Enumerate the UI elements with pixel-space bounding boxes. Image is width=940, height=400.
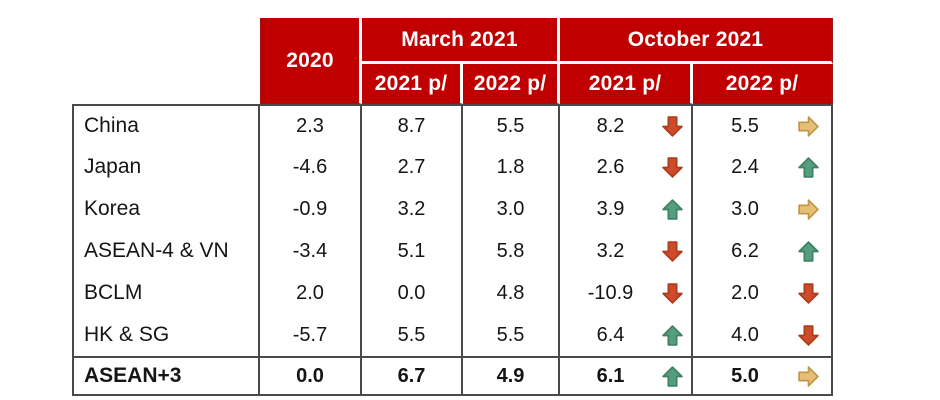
table-row-hk-sg: HK & SG -5.7 5.5 5.5 6.4 4.0 (72, 314, 833, 356)
header-october-2021: October 2021 (560, 18, 833, 64)
table-row-japan: Japan -4.6 2.7 1.8 2.6 2.4 (72, 146, 833, 188)
cell-value: 6.4 (596, 323, 625, 346)
revision-arrow-icon (661, 282, 691, 305)
cell-october-2022p: 6.2 (693, 230, 833, 272)
cell-october-2022p: 2.4 (693, 146, 833, 188)
revision-arrow-icon (797, 365, 831, 388)
cell-value: 2.0 (731, 281, 759, 304)
cell-october-2021p: 3.2 (560, 230, 693, 272)
cell-value: 2.6 (596, 155, 625, 178)
cell-value: 5.0 (731, 364, 759, 387)
row-label: HK & SG (72, 314, 260, 356)
header-october-2021p: 2021 p/ (560, 64, 693, 104)
row-label: ASEAN-4 & VN (72, 230, 260, 272)
cell-2020: 2.3 (260, 106, 362, 146)
revision-arrow-icon (661, 198, 691, 221)
cell-2020: 0.0 (260, 358, 362, 394)
cell-value: 6.1 (596, 364, 625, 387)
cell-october-2021p: 3.9 (560, 188, 693, 230)
revision-arrow-icon (661, 324, 691, 347)
cell-value: 3.0 (731, 197, 759, 220)
cell-march-2022p: 4.8 (463, 272, 560, 314)
table-row-asean4-vn: ASEAN-4 & VN -3.4 5.1 5.8 3.2 6.2 (72, 230, 833, 272)
cell-value: 3.9 (596, 197, 625, 220)
cell-march-2021p: 8.7 (362, 106, 463, 146)
cell-2020: -5.7 (260, 314, 362, 356)
table-row-korea: Korea -0.9 3.2 3.0 3.9 3.0 (72, 188, 833, 230)
row-label: Japan (72, 146, 260, 188)
cell-value: 4.0 (731, 323, 759, 346)
cell-march-2022p: 5.5 (463, 314, 560, 356)
cell-march-2022p: 4.9 (463, 358, 560, 394)
header-october-2022p: 2022 p/ (693, 64, 833, 104)
cell-march-2022p: 5.5 (463, 106, 560, 146)
cell-october-2021p: 6.4 (560, 314, 693, 356)
cell-october-2022p: 2.0 (693, 272, 833, 314)
cell-october-2022p: 5.5 (693, 106, 833, 146)
cell-october-2021p: -10.9 (560, 272, 693, 314)
revision-arrow-icon (797, 324, 831, 347)
revision-arrow-icon (661, 156, 691, 179)
cell-october-2021p: 2.6 (560, 146, 693, 188)
cell-october-2022p: 3.0 (693, 188, 833, 230)
cell-march-2021p: 0.0 (362, 272, 463, 314)
cell-2020: 2.0 (260, 272, 362, 314)
cell-2020: -3.4 (260, 230, 362, 272)
revision-arrow-icon (661, 365, 691, 388)
cell-2020: -4.6 (260, 146, 362, 188)
revision-arrow-icon (797, 198, 831, 221)
revision-arrow-icon (797, 240, 831, 263)
header-march-2021: March 2021 (362, 18, 560, 64)
cell-march-2021p: 3.2 (362, 188, 463, 230)
cell-value: 3.2 (596, 239, 625, 262)
cell-march-2022p: 5.8 (463, 230, 560, 272)
gdp-forecast-table: 2020 March 2021 October 2021 2021 p/ 202… (72, 18, 833, 396)
table-row-bclm: BCLM 2.0 0.0 4.8 -10.9 2.0 (72, 272, 833, 314)
header-march-2022p: 2022 p/ (463, 64, 560, 104)
row-label: BCLM (72, 272, 260, 314)
table-row-china: China 2.3 8.7 5.5 8.2 5.5 (72, 104, 833, 146)
header-march-2021p: 2021 p/ (362, 64, 463, 104)
cell-march-2021p: 2.7 (362, 146, 463, 188)
row-label: China (72, 106, 260, 146)
cell-october-2022p: 4.0 (693, 314, 833, 356)
revision-arrow-icon (661, 115, 691, 138)
cell-october-2021p: 6.1 (560, 358, 693, 394)
cell-value: 5.5 (731, 114, 759, 137)
row-label: Korea (72, 188, 260, 230)
row-label: ASEAN+3 (72, 358, 260, 394)
table-row-asean-plus-3: ASEAN+3 0.0 6.7 4.9 6.1 5.0 (72, 356, 833, 396)
cell-march-2021p: 5.5 (362, 314, 463, 356)
cell-october-2021p: 8.2 (560, 106, 693, 146)
header-2020: 2020 (260, 18, 362, 104)
cell-march-2021p: 6.7 (362, 358, 463, 394)
cell-2020: -0.9 (260, 188, 362, 230)
cell-value: 8.2 (596, 114, 625, 137)
cell-value: -10.9 (587, 281, 634, 304)
revision-arrow-icon (797, 115, 831, 138)
cell-march-2022p: 1.8 (463, 146, 560, 188)
revision-arrow-icon (797, 156, 831, 179)
cell-value: 2.4 (731, 155, 759, 178)
revision-arrow-icon (661, 240, 691, 263)
cell-october-2022p: 5.0 (693, 358, 833, 394)
cell-value: 6.2 (731, 239, 759, 262)
cell-march-2022p: 3.0 (463, 188, 560, 230)
cell-march-2021p: 5.1 (362, 230, 463, 272)
revision-arrow-icon (797, 282, 831, 305)
